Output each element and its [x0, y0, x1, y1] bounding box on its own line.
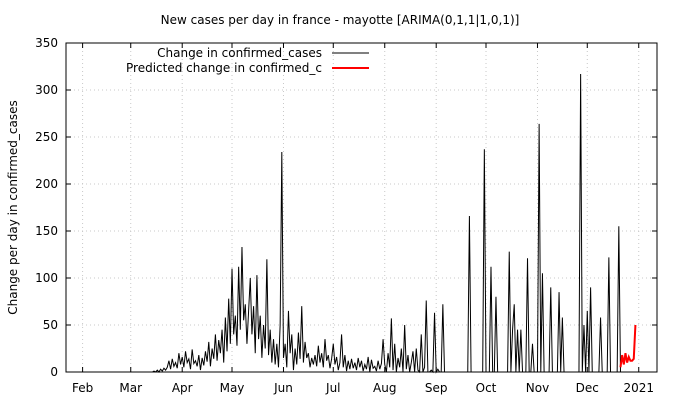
- x-tick-label: Jun: [273, 381, 293, 395]
- x-tick-label: Apr: [172, 381, 193, 395]
- y-axis-label: Change per day in confirmed_cases: [6, 100, 20, 315]
- x-tick-label: Feb: [72, 381, 93, 395]
- x-tick-label: Aug: [373, 381, 396, 395]
- series-layer: [66, 74, 637, 374]
- y-tick-label: 200: [35, 177, 58, 191]
- y-tick-label: 100: [35, 271, 58, 285]
- y-tick-label: 50: [43, 318, 58, 332]
- x-tick-label: Jul: [325, 381, 340, 395]
- legend: Change in confirmed_cases Predicted chan…: [126, 46, 369, 75]
- x-tick-label: Sep: [425, 381, 448, 395]
- grid-lines: [66, 43, 657, 372]
- y-tick-label: 0: [50, 365, 58, 379]
- series-line-predicted: [619, 324, 637, 368]
- x-tick-label: Nov: [526, 381, 549, 395]
- legend-label-predicted: Predicted change in confirmed_c: [126, 61, 322, 75]
- x-tick-label: Oct: [476, 381, 497, 395]
- y-tick-label: 150: [35, 224, 58, 238]
- chart-title: New cases per day in france - mayotte [A…: [161, 13, 520, 27]
- series-line-confirmed: [66, 74, 621, 374]
- y-tick-label: 350: [35, 36, 58, 50]
- x-tick-label: Dec: [576, 381, 599, 395]
- x-tick-label: 2021: [623, 381, 654, 395]
- plot-frame: [65, 42, 658, 373]
- axis-ticks: 0 50 100 150 200 250 300 350 Feb Mar Apr May Jun Jul A…: [35, 36, 657, 395]
- x-tick-label: May: [220, 381, 245, 395]
- x-tick-label: Mar: [119, 381, 142, 395]
- legend-label-confirmed: Change in confirmed_cases: [157, 46, 322, 60]
- y-tick-label: 300: [35, 83, 58, 97]
- y-tick-label: 250: [35, 130, 58, 144]
